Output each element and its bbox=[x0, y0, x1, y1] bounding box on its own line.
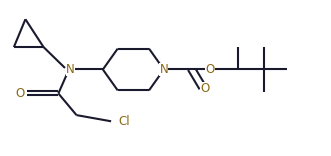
Text: O: O bbox=[201, 82, 210, 95]
Text: N: N bbox=[66, 63, 74, 76]
Text: Cl: Cl bbox=[118, 115, 130, 128]
Text: O: O bbox=[205, 63, 214, 76]
Text: O: O bbox=[15, 87, 24, 100]
Text: N: N bbox=[160, 63, 168, 76]
